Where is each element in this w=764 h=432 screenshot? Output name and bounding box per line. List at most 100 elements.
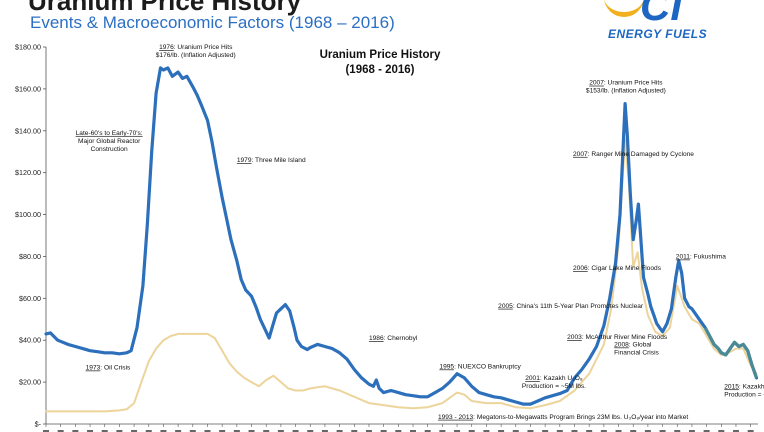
y-tick-label: $160.00 <box>15 84 41 93</box>
annotation-line: Financial Crisis <box>614 350 659 357</box>
x-tick-label-stub <box>512 430 519 432</box>
x-tick-label-stub <box>131 430 138 432</box>
x-tick-label-stub <box>72 430 79 432</box>
logo-text: ENERGY FUELS <box>608 27 708 41</box>
x-tick-label-stub <box>233 430 240 432</box>
y-tick-label: $20.00 <box>19 378 41 387</box>
annotation-year: 1976 <box>159 44 174 51</box>
x-tick-label-stub <box>439 430 446 432</box>
x-tick-label-stub <box>101 430 108 432</box>
x-tick-label-stub <box>644 430 651 432</box>
x-tick-label-stub <box>615 430 622 432</box>
y-tick-label: $- <box>35 420 42 429</box>
header: Uranium Price History Events & Macroecon… <box>0 0 764 44</box>
y-tick-label: $80.00 <box>19 252 41 261</box>
x-tick-label-stub <box>718 430 725 432</box>
annotation-line: Construction <box>91 146 128 153</box>
annotation-year: 2003 <box>567 334 582 341</box>
x-tick-label-stub <box>336 430 343 432</box>
x-tick-label-stub <box>674 430 681 432</box>
annotation-line: $153/lb. (Inflation Adjusted) <box>586 88 666 95</box>
annotation-year: 2005 <box>498 303 513 310</box>
annotation: 2011: Fukushima <box>676 254 726 261</box>
x-tick-label-stub <box>395 430 402 432</box>
annotations-group: 1976: Uranium Price Hits$176/lb. (Inflat… <box>76 44 764 421</box>
annotation-year: 2011 <box>676 254 691 261</box>
annotation-text: : Uranium Price Hits <box>604 80 663 87</box>
annotation: 1986: Chernobyl <box>369 335 418 342</box>
x-tick-label-stub <box>542 430 549 432</box>
annotation-text: : Ranger Mine Damaged by Cyclone <box>588 151 695 158</box>
annotation-year: 1979 <box>237 157 252 164</box>
y-tick-label: $100.00 <box>15 210 41 219</box>
y-tick-label: $140.00 <box>15 126 41 135</box>
annotation: 1973: Oil Crisis <box>86 365 131 372</box>
annotation: 2005: China's 11th 5-Year Plan Promotes … <box>498 303 644 310</box>
x-tick-label-stub <box>351 430 358 432</box>
annotation-text: : Three Mile Island <box>252 157 306 164</box>
annotation-text: : Cigar Lake Mine Floods <box>588 265 662 272</box>
annotation: 2015: Kazakh U₃O₈ <box>724 383 764 390</box>
x-tick-label-stub <box>43 430 49 432</box>
x-tick-label-stub <box>160 430 167 432</box>
x-tick-label-stub <box>483 430 490 432</box>
x-tick-label-stub <box>189 430 196 432</box>
annotation: 1976: Uranium Price Hits <box>159 44 233 51</box>
annotation-year: 2007 <box>589 80 604 87</box>
x-tick-label-stub <box>116 430 123 432</box>
x-tick-label-stub <box>277 430 284 432</box>
y-tick-label: $120.00 <box>15 168 41 177</box>
x-tick-label-stub <box>688 430 695 432</box>
annotation-year: 1995 <box>439 363 454 370</box>
x-tick-label-stub <box>703 430 710 432</box>
x-tick-label-stub <box>586 430 593 432</box>
x-tick-label-stub <box>659 430 666 432</box>
annotation-year: 1973 <box>86 365 101 372</box>
x-tick-label-stub <box>410 430 417 432</box>
annotation: 2007: Ranger Mine Damaged by Cyclone <box>573 151 694 158</box>
chart-title: Uranium Price History <box>320 49 441 61</box>
annotation-text: : Oil Crisis <box>100 365 131 372</box>
series-line-tail <box>703 326 759 379</box>
logo-arc-icon <box>604 0 644 17</box>
annotation: 2007: Uranium Price Hits <box>589 80 663 87</box>
annotation: 2006: Cigar Lake Mine Floods <box>573 265 662 272</box>
x-axis <box>43 423 758 432</box>
annotation-text: Late-60's to Early-70's: <box>76 130 143 137</box>
logo-mark: CI <box>640 0 682 29</box>
annotation: 1993 - 2013: Megatons-to-Megawatts Progr… <box>438 414 688 421</box>
y-tick-label: $40.00 <box>19 336 41 345</box>
x-tick-label-stub <box>248 430 255 432</box>
annotation-text: : McArthur River Mine Floods <box>582 334 668 341</box>
x-tick-label-stub <box>307 430 314 432</box>
annotation-year: 2007 <box>573 151 588 158</box>
x-tick-label-stub <box>57 430 64 432</box>
x-tick-label-stub <box>321 430 328 432</box>
annotation-text: : China's 11th 5-Year Plan Promotes Nucl… <box>513 303 644 310</box>
annotation-line: Production = ~5M lbs. <box>522 383 586 390</box>
x-tick-label-stub <box>424 430 431 432</box>
annotation-year: 2008 <box>614 342 629 349</box>
page-title: Uranium Price History <box>28 0 302 16</box>
x-tick-label-stub <box>365 430 372 432</box>
x-tick-label-stub <box>292 430 299 432</box>
annotation-text: : Chernobyl <box>384 335 418 342</box>
annotation: 1995: NUEXCO Bankruptcy <box>439 363 521 370</box>
x-tick-label-stub <box>732 430 739 432</box>
annotation-year: 2015 <box>724 383 739 390</box>
series-line-nominal <box>45 138 758 413</box>
x-tick-label-stub <box>380 430 387 432</box>
annotation-text: : Fukushima <box>690 254 726 261</box>
annotation: 2001: Kazakh U₃O₈ <box>525 375 583 382</box>
x-tick-label-stub <box>600 430 607 432</box>
annotation-year: 1993 - 2013 <box>438 414 474 421</box>
x-tick-label-stub <box>175 430 182 432</box>
x-tick-label-stub <box>747 430 754 432</box>
annotation-text: : Megatons-to-Megawatts Program Brings 2… <box>473 414 688 421</box>
page-subtitle: Events & Macroeconomic Factors (1968 – 2… <box>30 13 395 32</box>
annotation: 1979: Three Mile Island <box>237 157 306 164</box>
annotation: 2008: Global <box>614 342 652 349</box>
annotation: 2003: McArthur River Mine Floods <box>567 334 668 341</box>
series-group <box>44 66 759 413</box>
annotation-text: : Global <box>629 342 652 349</box>
